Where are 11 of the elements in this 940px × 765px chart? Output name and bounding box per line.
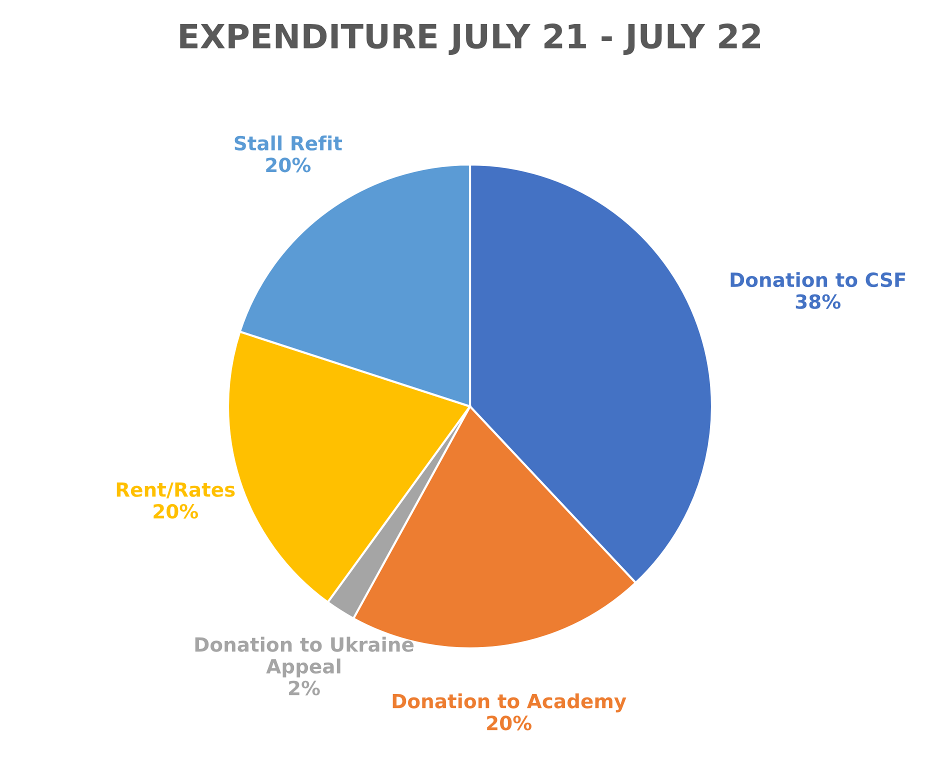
data-label: 20%	[266, 158, 311, 172]
data-label: 2%	[289, 680, 320, 696]
slice-label: Donation to Ukraine Appeal	[195, 636, 414, 678]
slice-label: Rent/Rates	[116, 482, 235, 498]
data-label: 38%	[796, 294, 841, 309]
data-label: 20%	[487, 716, 532, 730]
slice-label: Donation to Academy	[392, 693, 626, 712]
data-label: 20%	[154, 504, 198, 519]
slice-label: Stall Refit	[234, 136, 342, 151]
chart-title: EXPENDITURE JULY 21 - JULY 22	[180, 24, 760, 55]
slice-label: Donation to CSF	[730, 272, 906, 288]
